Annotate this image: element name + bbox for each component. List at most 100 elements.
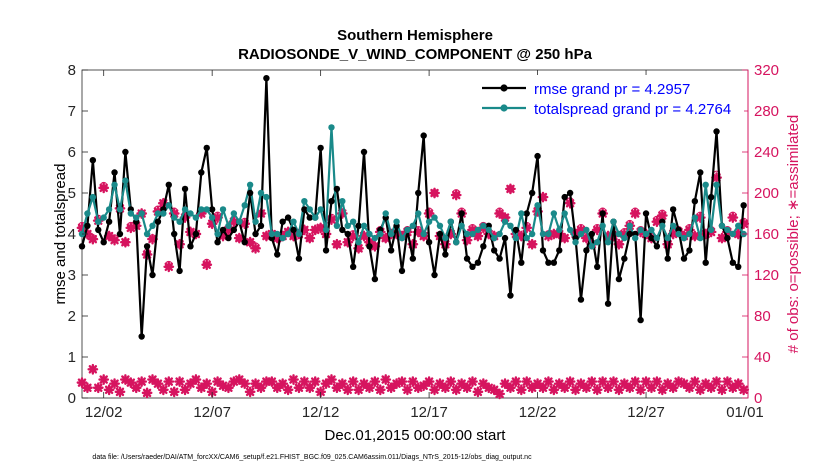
- rmse-point: [409, 255, 417, 262]
- totalspread-point: [95, 218, 102, 225]
- obs-possible-point: [631, 207, 640, 216]
- totalspread-point: [577, 230, 585, 238]
- obs-assimilated-point: [629, 208, 641, 219]
- obs-assimilated-point: [380, 374, 392, 385]
- totalspread-point: [420, 230, 427, 238]
- obs-possible-point: [110, 234, 119, 243]
- rmse-point: [203, 144, 210, 152]
- x-axis-label: Dec.01,2015 00:00:00 start: [325, 427, 507, 444]
- y-right-tick-label: 0: [754, 390, 762, 407]
- rmse-point: [697, 169, 704, 176]
- rmse-point: [214, 239, 221, 246]
- y-left-tick-label: 2: [68, 308, 76, 325]
- totalspread-point: [653, 234, 661, 242]
- rmse-point: [577, 296, 585, 303]
- obs-assimilated-point: [651, 376, 663, 387]
- totalspread-point: [165, 202, 172, 209]
- obs-assimilated-point: [445, 376, 457, 387]
- totalspread-point: [274, 230, 281, 238]
- y-right-tick-label: 120: [754, 267, 779, 284]
- obs-assimilated-point: [396, 376, 408, 387]
- obs-assimilated-point: [629, 376, 641, 387]
- obs-assimilated-point: [347, 376, 359, 387]
- obs-assimilated-point: [515, 384, 527, 396]
- totalspread-point: [599, 222, 606, 229]
- rmse-point: [317, 144, 324, 152]
- obs-assimilated-point: [119, 236, 131, 248]
- totalspread-point: [566, 226, 574, 234]
- y-left-ticks: 0 1 2 3 4 5 6 7 8: [68, 62, 88, 407]
- rmse-point: [78, 243, 86, 250]
- totalspread-point: [409, 222, 417, 229]
- obs-assimilated-point: [82, 382, 93, 394]
- rmse-point: [594, 263, 601, 270]
- totalspread-point: [105, 206, 113, 213]
- rmse-point: [111, 169, 118, 176]
- x-tick-label: 12/17: [410, 404, 448, 421]
- totalspread-point: [680, 234, 688, 242]
- rmse-point: [355, 222, 362, 229]
- y-right-tick-label: 160: [754, 226, 779, 243]
- totalspread-point: [382, 210, 389, 217]
- totalspread-point: [301, 198, 308, 205]
- totalspread-point: [349, 218, 357, 225]
- totalspread-point: [556, 226, 563, 234]
- totalspread-point: [360, 222, 368, 229]
- totalspread-point: [322, 226, 330, 234]
- rmse-point: [290, 226, 297, 234]
- obs-possible-point: [528, 240, 537, 249]
- rmse-point: [735, 263, 742, 270]
- totalspread-point: [387, 230, 395, 238]
- totalspread-point: [192, 214, 200, 221]
- y-right-tick-label: 320: [754, 62, 779, 79]
- rmse-point: [225, 234, 232, 242]
- rmse-point: [349, 263, 357, 270]
- obs-assimilated-point: [288, 374, 299, 385]
- rmse-point: [295, 255, 303, 262]
- totalspread-point: [339, 198, 346, 205]
- totalspread-point: [442, 234, 449, 242]
- totalspread-point: [425, 218, 433, 225]
- obs-possible-point: [311, 226, 320, 234]
- rmse-point: [154, 218, 162, 225]
- obs-possible-point: [126, 221, 135, 230]
- totalspread-point: [127, 210, 135, 217]
- obs-assimilated-point: [141, 387, 153, 399]
- totalspread-point: [735, 222, 742, 229]
- obs-assimilated-point: [505, 183, 516, 195]
- rmse-point: [556, 247, 563, 254]
- totalspread-point: [713, 181, 720, 188]
- totalspread-point: [111, 181, 118, 188]
- totalspread-point: [241, 202, 248, 209]
- totalspread-point: [154, 210, 162, 217]
- rmse-point: [95, 226, 102, 234]
- obs-assimilated-point: [586, 376, 598, 387]
- obs-possible-point: [506, 185, 515, 193]
- obs-assimilated-point: [239, 378, 251, 390]
- obs-assimilated-point: [304, 232, 316, 244]
- obs-assimilated-point: [548, 384, 560, 396]
- rmse-point: [604, 300, 612, 307]
- totalspread-point: [333, 222, 341, 229]
- legend-spread-label: totalspread grand pr = 4.2764: [534, 101, 731, 118]
- totalspread-point: [225, 222, 232, 229]
- rmse-point: [371, 275, 379, 283]
- obs-possible-point: [251, 242, 260, 251]
- totalspread-point: [604, 239, 612, 246]
- rmse-point: [512, 226, 520, 234]
- obs-possible-point: [88, 234, 97, 243]
- totalspread-point: [469, 230, 476, 238]
- obs-assimilated-point: [277, 378, 289, 390]
- obs-assimilated-point: [526, 238, 538, 250]
- rmse-point: [561, 193, 568, 201]
- obs-assimilated-point: [201, 378, 213, 390]
- obs-assimilated-point: [711, 376, 722, 387]
- chart-subtitle: RADIOSONDE_V_WIND_COMPONENT @ 250 hPa: [238, 46, 593, 63]
- totalspread-point: [176, 218, 183, 225]
- obs-assimilated-point: [244, 386, 256, 398]
- rmse-point: [545, 259, 552, 266]
- obs-possible-point: [425, 207, 434, 216]
- rmse-point: [691, 198, 699, 205]
- y-right-axis-label: # of obs: o=possible; ∗=assimilated: [785, 115, 802, 354]
- obs-possible-point: [305, 234, 314, 243]
